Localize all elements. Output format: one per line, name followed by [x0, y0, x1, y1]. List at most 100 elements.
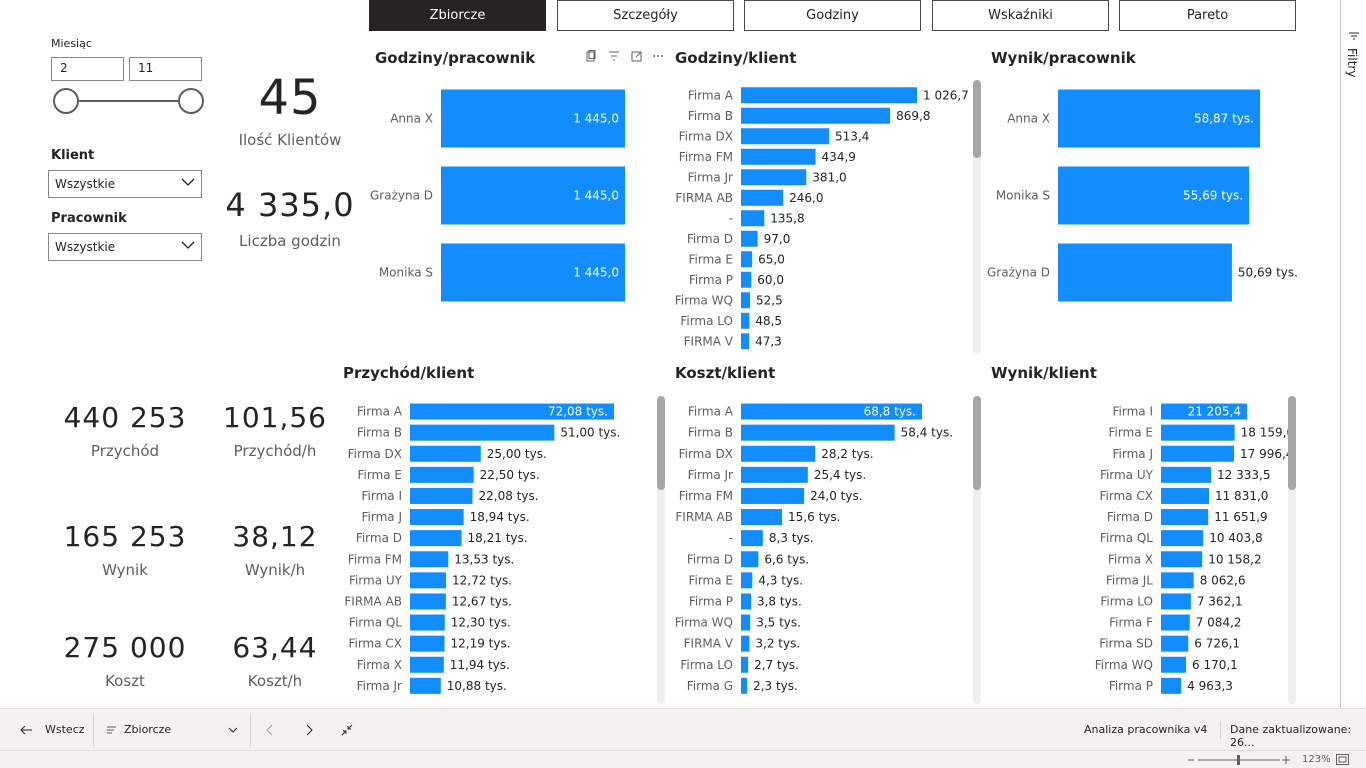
month-from-input[interactable]: 2 — [51, 57, 124, 81]
bar[interactable] — [741, 551, 759, 568]
employee-dropdown[interactable]: Wszystkie — [48, 233, 202, 261]
scrollbar-przychod-klient[interactable] — [657, 396, 665, 704]
bar[interactable] — [741, 509, 783, 526]
bar[interactable] — [741, 487, 805, 504]
tab-pareto[interactable]: Pareto — [1119, 0, 1296, 31]
bar[interactable] — [741, 230, 758, 247]
next-page-icon[interactable] — [305, 724, 313, 736]
bar[interactable] — [410, 677, 441, 694]
scrollbar-koszt-klient[interactable] — [973, 396, 981, 704]
bar[interactable] — [410, 572, 446, 589]
data-label: 13,53 tys. — [454, 552, 514, 566]
bar[interactable] — [741, 312, 750, 329]
previous-page-icon[interactable] — [266, 724, 274, 736]
chart-title-godziny-klient: Godziny/klient — [675, 49, 797, 67]
category-label: Firma E — [688, 573, 733, 587]
bar[interactable] — [410, 635, 445, 652]
month-range-slider[interactable] — [51, 88, 207, 116]
bar[interactable] — [741, 424, 895, 441]
scrollbar-godziny-klient[interactable] — [973, 80, 981, 354]
bar[interactable] — [741, 445, 816, 462]
bar[interactable] — [441, 243, 625, 302]
data-label: 60,0 — [757, 273, 784, 287]
bar[interactable] — [1161, 445, 1234, 462]
data-label: 58,87 tys. — [1194, 112, 1254, 126]
bar[interactable] — [1161, 572, 1194, 589]
bar[interactable] — [1058, 89, 1260, 148]
data-label: 3,2 tys. — [755, 637, 800, 651]
tab-szczegoly[interactable]: Szczegóły — [557, 0, 734, 31]
chart-title-wynik-pracownik: Wynik/pracownik — [991, 49, 1136, 67]
bar[interactable] — [741, 251, 753, 268]
bar[interactable] — [1161, 530, 1204, 547]
tab-godziny[interactable]: Godziny — [744, 0, 921, 31]
bar[interactable] — [741, 128, 830, 145]
bar[interactable] — [741, 189, 784, 206]
bar[interactable] — [410, 424, 555, 441]
fit-to-page-icon[interactable] — [1336, 754, 1349, 765]
bar[interactable] — [410, 656, 444, 673]
scrollbar-thumb[interactable] — [973, 396, 981, 490]
bar[interactable] — [441, 166, 625, 225]
chevron-down-icon[interactable] — [228, 726, 238, 734]
page-selector[interactable]: Zbiorcze — [124, 723, 172, 736]
bar[interactable] — [741, 271, 752, 288]
category-label: Firma WQ — [1095, 658, 1153, 672]
bar[interactable] — [410, 530, 462, 547]
bar[interactable] — [410, 466, 474, 483]
bar[interactable] — [1161, 403, 1247, 420]
scrollbar-wynik-klient[interactable] — [1288, 396, 1296, 704]
tab-zbiorcze[interactable]: Zbiorcze — [369, 0, 546, 31]
back-button[interactable]: Wstecz — [45, 723, 85, 736]
bar[interactable] — [1161, 551, 1203, 568]
bar[interactable] — [410, 403, 614, 420]
bar[interactable] — [410, 593, 446, 610]
scrollbar-thumb[interactable] — [973, 80, 981, 158]
bar[interactable] — [741, 593, 751, 610]
bar[interactable] — [741, 677, 748, 694]
bar[interactable] — [410, 551, 449, 568]
bar[interactable] — [1161, 635, 1189, 652]
bar[interactable] — [741, 530, 763, 547]
bar[interactable] — [1058, 243, 1232, 302]
bar[interactable] — [410, 487, 473, 504]
bar[interactable] — [741, 614, 751, 631]
bar[interactable] — [741, 403, 922, 420]
client-dropdown[interactable]: Wszystkie — [48, 170, 202, 198]
bar[interactable] — [1161, 424, 1235, 441]
bar[interactable] — [1161, 509, 1209, 526]
bar[interactable] — [410, 509, 464, 526]
bar[interactable] — [741, 656, 749, 673]
month-to-input[interactable]: 11 — [129, 57, 202, 81]
bar[interactable] — [1161, 466, 1212, 483]
bar[interactable] — [741, 148, 816, 165]
bar[interactable] — [441, 89, 625, 148]
visual-header-icons — [586, 50, 663, 62]
bar[interactable] — [741, 572, 753, 589]
bar[interactable] — [741, 107, 891, 124]
bar[interactable] — [741, 635, 750, 652]
bar[interactable] — [1058, 166, 1250, 225]
collapse-icon[interactable] — [341, 724, 353, 736]
filters-pane[interactable]: Filtry — [1340, 0, 1366, 708]
bar[interactable] — [741, 169, 807, 186]
zoom-slider[interactable] — [1186, 754, 1292, 766]
bar[interactable] — [1161, 656, 1187, 673]
bar[interactable] — [410, 445, 481, 462]
category-label: Firma A — [357, 405, 403, 419]
bar[interactable] — [1161, 487, 1209, 504]
scrollbar-thumb[interactable] — [657, 396, 665, 490]
bar[interactable] — [1161, 614, 1190, 631]
bar[interactable] — [1161, 593, 1191, 610]
bar[interactable] — [1161, 677, 1182, 694]
bar[interactable] — [410, 614, 445, 631]
scrollbar-thumb[interactable] — [1288, 396, 1296, 490]
bar[interactable] — [741, 466, 808, 483]
bar[interactable] — [741, 87, 917, 104]
chevron-down-icon — [181, 241, 195, 249]
bar[interactable] — [741, 210, 765, 227]
back-arrow-icon[interactable] — [20, 725, 32, 735]
tab-wskazniki[interactable]: Wskaźniki — [932, 0, 1109, 31]
bar[interactable] — [741, 292, 750, 309]
bar[interactable] — [741, 333, 750, 350]
